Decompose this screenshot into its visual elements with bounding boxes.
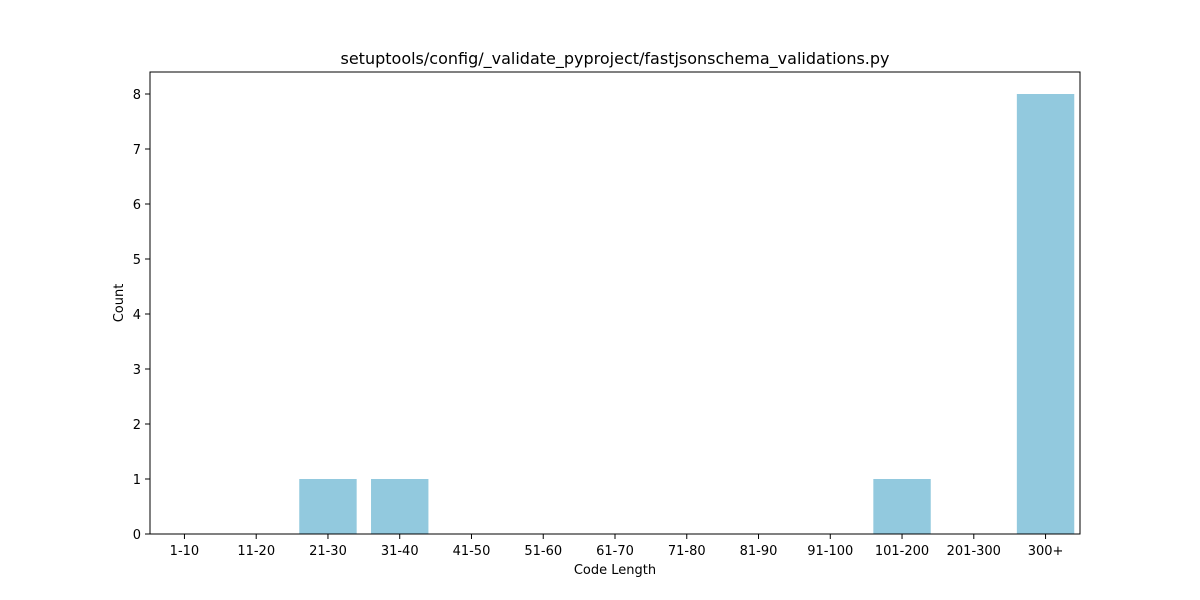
x-tick-label: 81-90 [740,544,778,559]
x-tick-label: 101-200 [875,544,929,559]
y-axis-label: Count [112,284,127,323]
y-axis: 0 1 2 3 4 5 6 7 8 [133,88,150,543]
bar-300+ [1016,94,1075,534]
y-tick-label: 2 [133,418,141,433]
bar-101-200 [873,479,931,534]
y-tick-label: 7 [133,143,141,158]
y-tick-label: 8 [133,88,141,103]
bar-31-40 [371,479,429,534]
bars-group [299,94,1075,534]
x-tick-label: 51-60 [524,544,562,559]
chart-title: setuptools/config/_validate_pyproject/fa… [341,49,890,69]
x-tick-label: 21-30 [309,544,347,559]
y-tick-label: 3 [133,363,141,378]
x-tick-label: 41-50 [453,544,491,559]
x-tick-label: 1-10 [170,544,200,559]
x-tick-label: 61-70 [596,544,634,559]
plot-frame [149,71,1081,535]
y-tick-label: 4 [133,308,141,323]
x-tick-label: 300+ [1028,544,1064,559]
x-axis-label: Code Length [574,563,656,578]
bar-21-30 [299,479,357,534]
y-tick-label: 0 [133,528,141,543]
y-tick-label: 5 [133,253,141,268]
y-tick-label: 1 [133,473,141,488]
x-tick-label: 201-300 [947,544,1001,559]
x-tick-label: 91-100 [807,544,853,559]
x-tick-label: 71-80 [668,544,706,559]
x-tick-label: 11-20 [237,544,275,559]
x-axis: 1-10 11-20 21-30 31-40 41-50 51-60 61-70 71-80 8… [170,534,1064,559]
y-tick-label: 6 [133,198,141,213]
x-tick-label: 31-40 [381,544,419,559]
